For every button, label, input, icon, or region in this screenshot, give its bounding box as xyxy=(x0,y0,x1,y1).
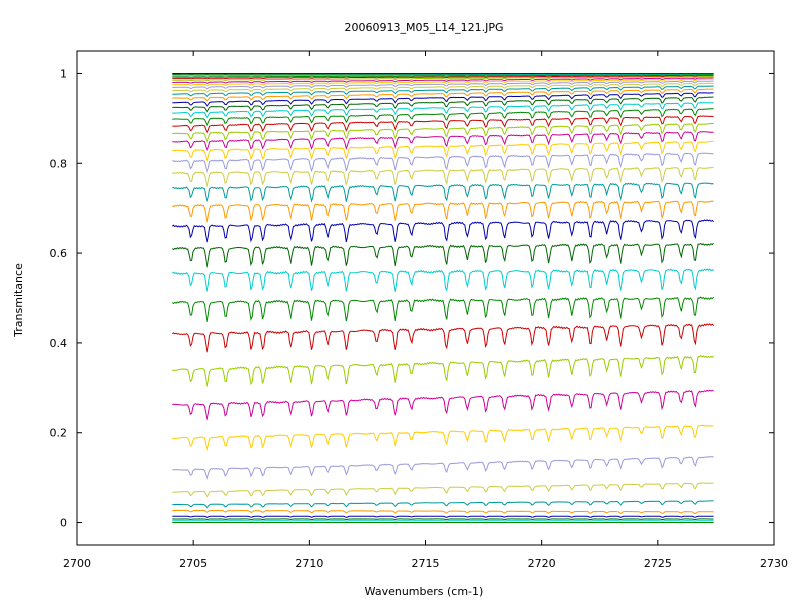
series-line xyxy=(172,296,714,322)
series-line xyxy=(171,242,714,268)
series-layer xyxy=(171,73,714,523)
x-tick-label: 2730 xyxy=(760,557,788,570)
series-line xyxy=(172,456,714,481)
x-tick-label: 2715 xyxy=(412,557,440,570)
series-line xyxy=(172,73,714,75)
series-line xyxy=(172,323,714,353)
series-line xyxy=(172,389,714,420)
x-tick-label: 2710 xyxy=(295,557,323,570)
series-line xyxy=(172,78,714,87)
series-line xyxy=(172,74,714,78)
series-line xyxy=(172,500,714,509)
series-line xyxy=(172,140,714,162)
x-tick-label: 2720 xyxy=(528,557,556,570)
y-tick-label: 0.6 xyxy=(50,247,68,260)
series-line xyxy=(172,80,714,90)
y-tick-label: 0.8 xyxy=(50,157,68,170)
x-axis-label: Wavenumbers (cm-1) xyxy=(365,585,484,598)
series-line xyxy=(172,354,714,387)
series-line xyxy=(172,131,714,152)
y-tick-label: 0 xyxy=(60,517,67,530)
series-line xyxy=(172,166,714,187)
series-line xyxy=(172,122,714,144)
x-tick-label: 2705 xyxy=(179,557,207,570)
series-line xyxy=(172,85,714,98)
series-line xyxy=(172,182,714,203)
series-line xyxy=(172,92,714,107)
y-tick-label: 0.4 xyxy=(50,337,68,350)
series-line xyxy=(172,88,714,102)
series-line xyxy=(172,77,714,84)
series-line xyxy=(172,115,714,134)
series-line xyxy=(172,75,714,80)
chart-title: 20060913_M05_L14_121.JPG xyxy=(345,21,504,34)
series-line xyxy=(171,268,714,292)
x-tick-label: 2700 xyxy=(63,557,91,570)
y-tick-label: 0.2 xyxy=(50,427,68,440)
series-line xyxy=(172,152,714,174)
x-tick-label: 2725 xyxy=(644,557,672,570)
series-line xyxy=(172,482,714,498)
series-line xyxy=(172,509,714,515)
series-line xyxy=(172,518,714,521)
series-line xyxy=(172,515,714,518)
y-tick-label: 1 xyxy=(60,67,67,80)
series-line xyxy=(172,82,714,93)
series-line xyxy=(172,73,714,77)
series-line xyxy=(172,102,714,119)
y-axis-label: Transmitance xyxy=(12,263,25,338)
series-line xyxy=(172,200,714,223)
series-line xyxy=(172,424,714,452)
series-line xyxy=(172,76,714,82)
axis-layer: 2700 2705 2710 2715 2720 2725 2730 0 0.2 0.4 0.6 0.… xyxy=(50,51,788,570)
series-line xyxy=(171,219,714,243)
series-line xyxy=(172,108,714,127)
series-line xyxy=(172,96,714,113)
